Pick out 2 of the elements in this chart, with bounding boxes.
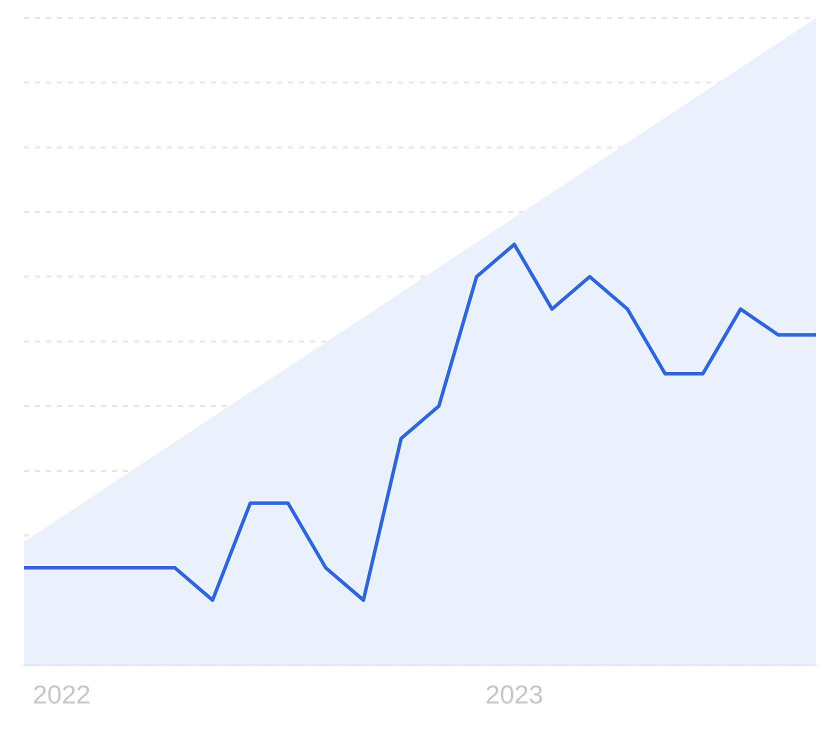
x-tick-label: 2023 xyxy=(485,680,544,710)
x-tick-label: 2022 xyxy=(32,680,91,710)
